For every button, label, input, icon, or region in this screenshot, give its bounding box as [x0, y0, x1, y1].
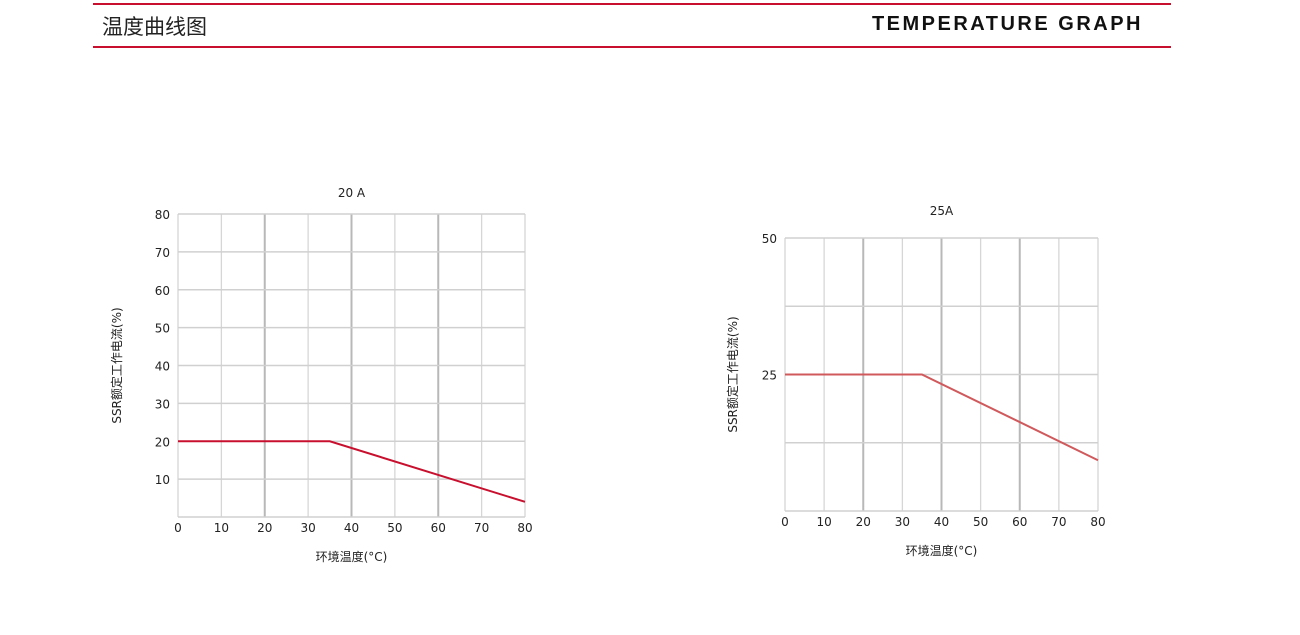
y-tick-label: 80 [155, 208, 170, 222]
x-tick-label: 70 [1051, 515, 1066, 529]
x-tick-label: 70 [474, 521, 489, 535]
chart-title: 20 A [338, 186, 366, 200]
x-axis-label: 环境温度(°C) [906, 543, 978, 558]
x-tick-label: 30 [300, 521, 315, 535]
x-tick-label: 10 [214, 521, 229, 535]
y-axis-label: SSR额定工作电流(%) [109, 307, 124, 423]
y-tick-label: 20 [155, 435, 170, 449]
y-tick-label: 60 [155, 284, 170, 298]
x-tick-label: 60 [431, 521, 446, 535]
x-tick-label: 20 [257, 521, 272, 535]
y-tick-label: 40 [155, 360, 170, 374]
x-tick-label: 40 [934, 515, 949, 529]
x-tick-label: 80 [517, 521, 532, 535]
x-tick-label: 0 [174, 521, 182, 535]
page-title-en: TEMPERATURE GRAPH [871, 13, 1143, 35]
y-tick-label: 10 [155, 473, 170, 487]
y-tick-label: 50 [155, 322, 170, 336]
header-bottom-rule [93, 46, 1171, 48]
y-axis-label: SSR额定工作电流(%) [725, 316, 740, 432]
header-top-rule [93, 3, 1171, 5]
x-tick-label: 10 [816, 515, 831, 529]
y-tick-label: 70 [155, 246, 170, 260]
x-tick-label: 50 [387, 521, 402, 535]
x-tick-label: 40 [344, 521, 359, 535]
x-axis-label: 环境温度(°C) [316, 549, 388, 564]
x-tick-label: 20 [856, 515, 871, 529]
x-tick-label: 80 [1090, 515, 1105, 529]
x-tick-label: 60 [1012, 515, 1027, 529]
y-tick-label: 50 [762, 232, 777, 246]
x-tick-label: 50 [973, 515, 988, 529]
derating-line [785, 373, 1099, 462]
page-title-cn: 温度曲线图 [102, 15, 207, 39]
x-tick-label: 0 [781, 515, 789, 529]
x-tick-label: 30 [895, 515, 910, 529]
chart-title: 25A [930, 204, 954, 218]
y-tick-label: 30 [155, 397, 170, 411]
y-tick-label: 25 [762, 369, 777, 383]
derating-line [178, 440, 526, 503]
